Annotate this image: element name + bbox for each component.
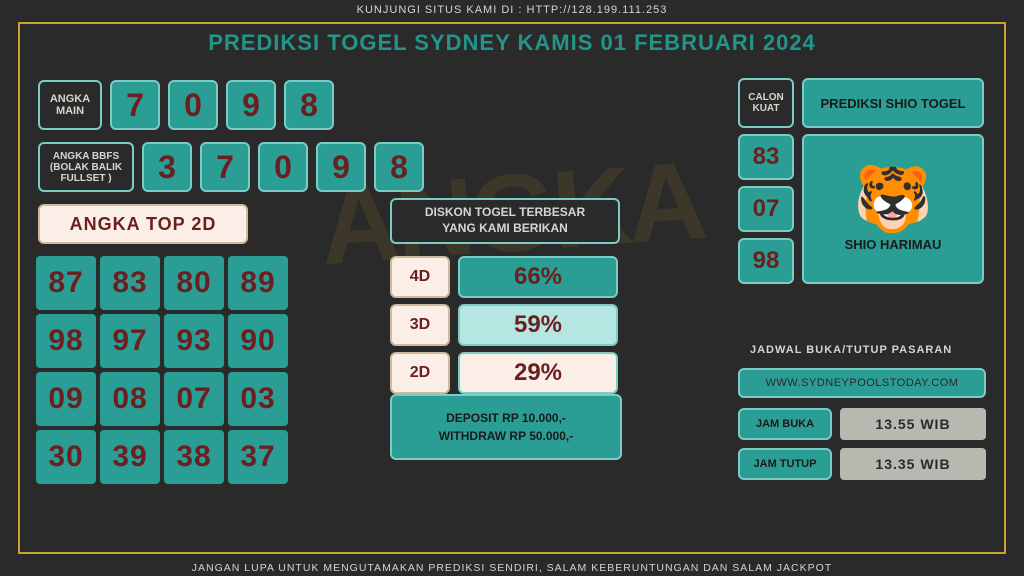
tiger-icon: 🐯 <box>853 167 933 231</box>
jam-tutup-label: JAM TUTUP <box>738 448 832 480</box>
top-banner: KUNJUNGI SITUS KAMI DI : HTTP://128.199.… <box>0 4 1024 16</box>
angka-bbfs-digit: 3 <box>142 142 192 192</box>
top2d-value: 83 <box>112 266 147 300</box>
angka-main-digit: 0 <box>168 80 218 130</box>
top2d-cell: 30 <box>36 430 96 484</box>
calon-kuat-label: CALON KUAT <box>738 78 794 128</box>
label-text: JAM TUTUP <box>754 458 817 470</box>
page-title: PREDIKSI TOGEL SYDNEY KAMIS 01 FEBRUARI … <box>0 30 1024 56</box>
calon-num: 07 <box>738 186 794 232</box>
diskon-row: 2D29% <box>390 352 618 394</box>
digit: 0 <box>184 87 202 124</box>
angka-bbfs-digit: 9 <box>316 142 366 192</box>
digit: 3 <box>158 149 176 186</box>
diskon-row: 3D59% <box>390 304 618 346</box>
calon-nums: 83 07 98 <box>738 134 794 284</box>
jam-buka-row: JAM BUKA 13.55 WIB <box>738 408 986 440</box>
top2d-cell: 93 <box>164 314 224 368</box>
top2d-cell: 87 <box>36 256 96 310</box>
diskon-value: 59% <box>458 304 618 346</box>
jam-tutup-value: 13.35 WIB <box>840 448 986 480</box>
prediksi-shio-label: PREDIKSI SHIO TOGEL <box>802 78 984 128</box>
label-text: JAM BUKA <box>756 418 814 430</box>
angka-main-row: ANGKA MAIN 7 0 9 8 <box>38 80 334 130</box>
top2d-cell: 09 <box>36 372 96 426</box>
diskon-key: 2D <box>390 352 450 394</box>
top2d-cell: 98 <box>36 314 96 368</box>
shio-name: SHIO HARIMAU <box>845 237 942 252</box>
jadwal-label: JADWAL BUKA/TUTUP PASARAN <box>750 344 952 356</box>
digit: 7 <box>126 87 144 124</box>
angka-bbfs-digit: 8 <box>374 142 424 192</box>
diskon-key: 3D <box>390 304 450 346</box>
site-url: WWW.SYDNEYPOOLSTODAY.COM <box>738 368 986 398</box>
diskon-value: 66% <box>458 256 618 298</box>
diskon-rows: 4D66%3D59%2D29% <box>390 256 618 394</box>
digit: 8 <box>300 87 318 124</box>
jam-buka-value: 13.55 WIB <box>840 408 986 440</box>
top2d-value: 08 <box>112 382 147 416</box>
angka-main-label: ANGKA MAIN <box>38 80 102 130</box>
digit: 8 <box>390 149 408 186</box>
top2d-cell: 08 <box>100 372 160 426</box>
top2d-cell: 03 <box>228 372 288 426</box>
diskon-row: 4D66% <box>390 256 618 298</box>
angka-main-digit: 9 <box>226 80 276 130</box>
digit: 9 <box>242 87 260 124</box>
deposit-withdraw-box: DEPOSIT RP 10.000,- WITHDRAW RP 50.000,- <box>390 394 622 460</box>
bottom-banner: JANGAN LUPA UNTUK MENGUTAMAKAN PREDIKSI … <box>0 562 1024 574</box>
top2d-value: 89 <box>240 266 275 300</box>
calon-num: 83 <box>738 134 794 180</box>
top2d-value: 97 <box>112 324 147 358</box>
digit: 9 <box>332 149 350 186</box>
top2d-cell: 83 <box>100 256 160 310</box>
top2d-value: 09 <box>48 382 83 416</box>
angka-main-digit: 8 <box>284 80 334 130</box>
top2d-cell: 89 <box>228 256 288 310</box>
jam-buka-label: JAM BUKA <box>738 408 832 440</box>
top2d-value: 37 <box>240 440 275 474</box>
top2d-label: ANGKA TOP 2D <box>38 204 248 244</box>
top2d-cell: 97 <box>100 314 160 368</box>
top2d-value: 30 <box>48 440 83 474</box>
top2d-cell: 39 <box>100 430 160 484</box>
top2d-cell: 37 <box>228 430 288 484</box>
label-text: PREDIKSI SHIO TOGEL <box>821 96 966 111</box>
top2d-cell: 07 <box>164 372 224 426</box>
diskon-value: 29% <box>458 352 618 394</box>
jam-rows: JAM BUKA 13.55 WIB JAM TUTUP 13.35 WIB <box>738 408 986 480</box>
deposit-text: DEPOSIT RP 10.000,- <box>446 411 566 425</box>
top2d-value: 87 <box>48 266 83 300</box>
top2d-cell: 38 <box>164 430 224 484</box>
digit: 0 <box>274 149 292 186</box>
top2d-value: 07 <box>176 382 211 416</box>
top2d-value: 80 <box>176 266 211 300</box>
top2d-value: 39 <box>112 440 147 474</box>
digit: 7 <box>216 149 234 186</box>
shio-box: 🐯 SHIO HARIMAU <box>802 134 984 284</box>
top2d-grid: 87 83 80 89 98 97 93 90 09 08 07 03 30 39 38 37 <box>36 256 288 484</box>
angka-bbfs-digit: 7 <box>200 142 250 192</box>
top2d-value: 90 <box>240 324 275 358</box>
angka-bbfs-digit: 0 <box>258 142 308 192</box>
angka-main-digit: 7 <box>110 80 160 130</box>
jam-tutup-row: JAM TUTUP 13.35 WIB <box>738 448 986 480</box>
top2d-value: 93 <box>176 324 211 358</box>
top2d-value: 38 <box>176 440 211 474</box>
calon-num: 98 <box>738 238 794 284</box>
diskon-label: DISKON TOGEL TERBESAR YANG KAMI BERIKAN <box>390 198 620 244</box>
top2d-cell: 80 <box>164 256 224 310</box>
angka-bbfs-label: ANGKA BBFS (BOLAK BALIK FULLSET ) <box>38 142 134 192</box>
top2d-value: 03 <box>240 382 275 416</box>
withdraw-text: WITHDRAW RP 50.000,- <box>439 429 573 443</box>
diskon-key: 4D <box>390 256 450 298</box>
top2d-cell: 90 <box>228 314 288 368</box>
top2d-value: 98 <box>48 324 83 358</box>
angka-bbfs-row: ANGKA BBFS (BOLAK BALIK FULLSET ) 3 7 0 … <box>38 142 424 192</box>
